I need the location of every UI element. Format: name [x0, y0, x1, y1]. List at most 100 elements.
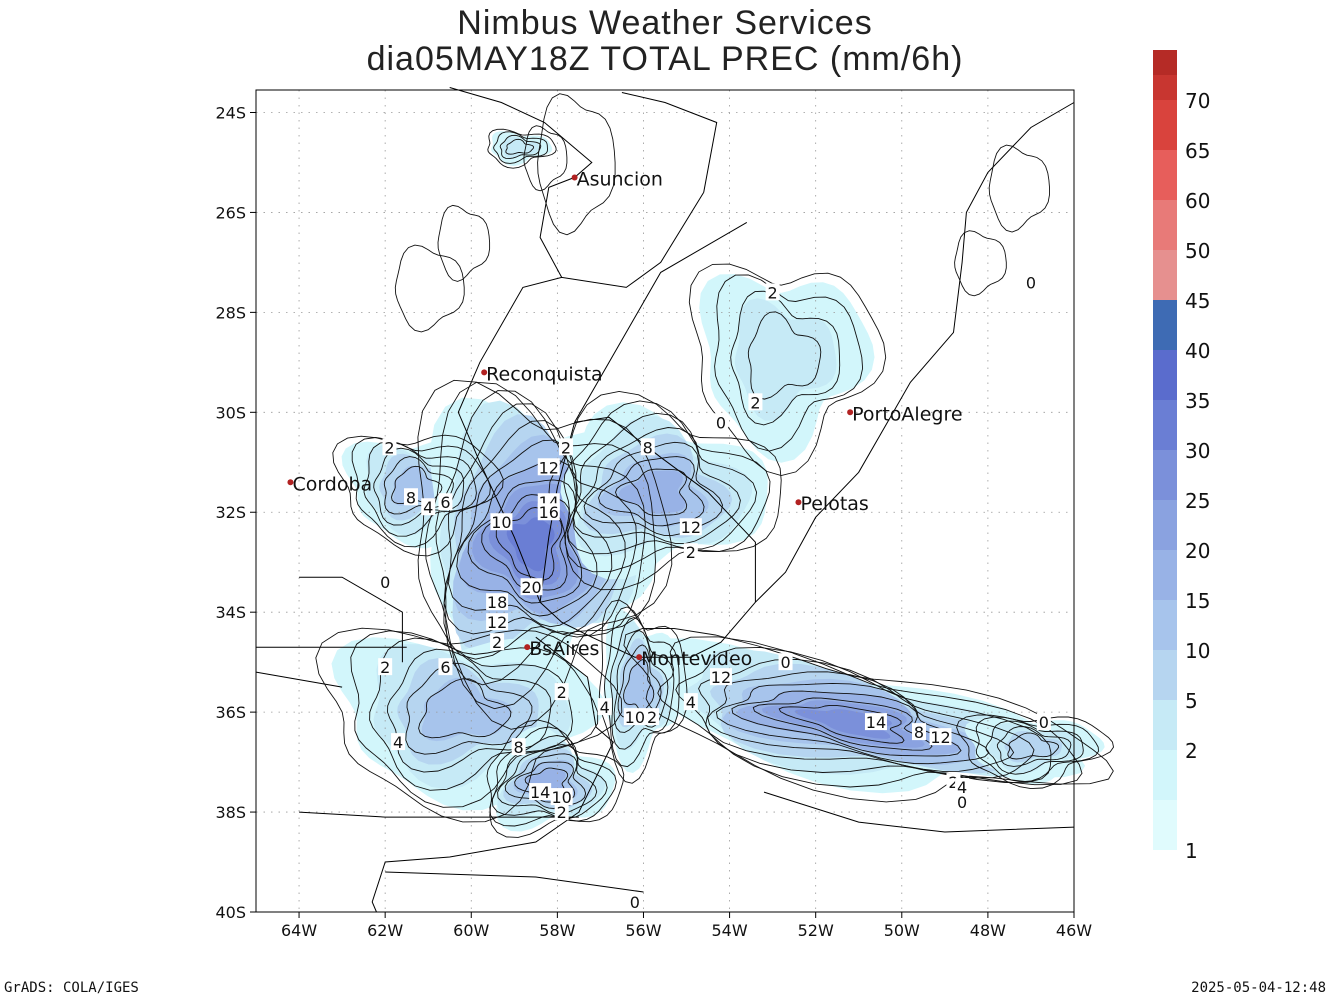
contour-line-zero	[523, 125, 568, 192]
lat-label: 40S	[215, 903, 246, 922]
contour-line	[975, 716, 1099, 783]
city-marker	[571, 174, 578, 181]
legend-swatch	[1153, 300, 1177, 350]
contour-line	[996, 726, 1072, 767]
legend-swatch	[1153, 450, 1177, 500]
lon-label: 54W	[711, 921, 747, 940]
city-label-asuncion: Asuncion	[577, 168, 663, 190]
contour-label-bg	[955, 778, 970, 796]
contour-label: 12	[711, 668, 731, 687]
contour-line	[603, 606, 680, 768]
contour-label-bg	[778, 653, 793, 671]
coastline-segment	[385, 871, 644, 893]
map-frame	[255, 89, 1075, 913]
contour-label-bg	[520, 578, 543, 596]
contour-label: 8	[406, 488, 416, 507]
coastline-segment	[539, 601, 756, 658]
contour-label-bg	[623, 708, 646, 726]
contour-label-bg	[765, 283, 780, 301]
contour-line	[491, 735, 608, 819]
contour-label-bg	[955, 793, 970, 811]
contour-label: 2	[686, 543, 696, 562]
coastline-segment	[755, 102, 1075, 603]
contour-label: 8	[514, 738, 524, 757]
coastline-segment	[574, 221, 748, 423]
contour-label-bg	[378, 573, 393, 591]
contour-line	[714, 274, 864, 452]
legend-label: 25	[1185, 489, 1210, 513]
legend-swatch	[1153, 800, 1177, 850]
contour-line	[363, 441, 477, 537]
lon-label: 58W	[539, 921, 575, 940]
contour-label: 4	[957, 778, 967, 797]
city-marker	[524, 644, 531, 651]
contour-label: 0	[630, 893, 640, 912]
contour-label-bg	[554, 683, 569, 701]
contour-line	[1007, 732, 1060, 760]
contour-line	[563, 400, 771, 573]
coastline-segment	[449, 87, 593, 278]
contour-label: 0	[716, 413, 726, 432]
lon-label: 62W	[367, 921, 403, 940]
contour-label: 6	[440, 658, 450, 677]
contour-label-bg	[391, 733, 406, 751]
contour-line	[715, 682, 990, 765]
coastline-segment	[299, 576, 403, 663]
city-marker	[481, 369, 488, 376]
contour-label-bg	[438, 493, 453, 511]
contour-line	[610, 617, 675, 750]
contour-lines	[315, 93, 1114, 838]
city-label-bsaires: BsAires	[529, 638, 599, 660]
legend-label: 10	[1185, 639, 1210, 663]
contour-label-bg	[748, 393, 763, 411]
contour-label: 4	[393, 733, 403, 752]
contour-label: 2	[561, 438, 571, 457]
contour-line	[688, 263, 887, 476]
lat-label: 24S	[215, 103, 246, 122]
lon-label: 52W	[798, 921, 834, 940]
contour-line	[598, 599, 688, 784]
lat-label: 28S	[215, 303, 246, 322]
precip-area-4-4	[619, 470, 686, 514]
city-label-portoalegre: PortoAlegre	[852, 403, 962, 425]
legend-swatch	[1153, 500, 1177, 550]
contour-line-zero	[394, 244, 465, 333]
precip-area-9-2	[1004, 731, 1063, 763]
contour-label-bg	[683, 543, 698, 561]
contour-line	[456, 460, 598, 617]
city-marker	[795, 499, 802, 506]
legend-swatch	[1153, 50, 1177, 75]
contour-line-zero	[988, 144, 1050, 233]
contour-label-bg	[537, 503, 560, 521]
contour-line	[467, 479, 583, 604]
coastline-segment	[763, 791, 1075, 833]
precip-area-7-3	[624, 657, 655, 711]
contour-label: 0	[957, 793, 967, 812]
contour-label-bg	[713, 413, 728, 431]
legend-swatch	[1153, 600, 1177, 650]
contour-label: 2	[647, 708, 657, 727]
lon-label: 60W	[453, 921, 489, 940]
city-label-pelotas: Pelotas	[800, 493, 868, 515]
contour-label-bg	[490, 633, 505, 651]
legend-swatch	[1153, 100, 1177, 150]
legend-swatch	[1153, 400, 1177, 450]
contour-label-bg	[529, 783, 552, 801]
contour-label: 0	[1039, 713, 1049, 732]
legend-label: 65	[1185, 139, 1210, 163]
contour-label-bg	[537, 458, 560, 476]
lon-label: 64W	[281, 921, 317, 940]
coastline-segment	[371, 636, 614, 913]
contour-label: 2	[768, 283, 778, 302]
coastline-segment	[457, 192, 705, 603]
contour-label: 12	[681, 518, 701, 537]
legend-label: 5	[1185, 689, 1198, 713]
legend-swatch	[1153, 650, 1177, 700]
contour-line	[731, 690, 962, 757]
coastlines	[255, 87, 1075, 913]
city-marker	[287, 479, 294, 486]
lat-label: 36S	[215, 703, 246, 722]
contour-label: 8	[643, 438, 653, 457]
